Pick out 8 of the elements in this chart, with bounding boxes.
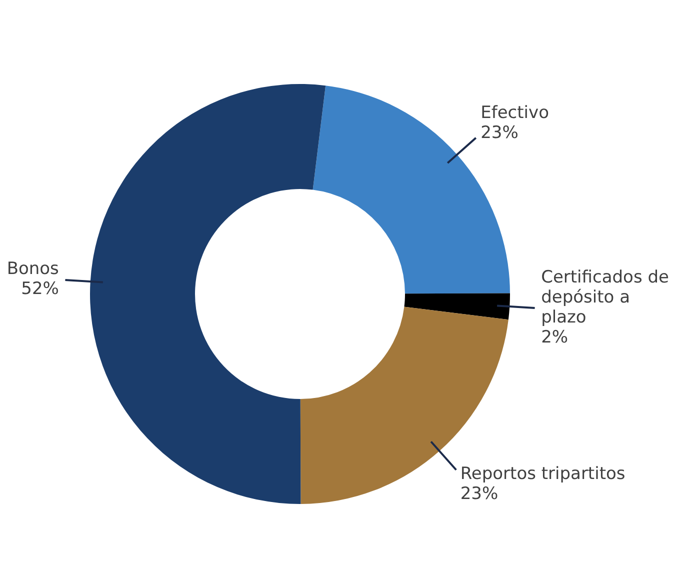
slice-label: Reportos tripartitos: [460, 464, 626, 484]
data-label: 23%: [480, 123, 518, 144]
slice-label: Efectivo: [480, 103, 549, 124]
data-label: 52%: [21, 279, 59, 300]
data-label: 23%: [460, 484, 498, 504]
data-label: 2%: [541, 328, 568, 348]
slice-label: Certificados de depósito a plazo: [541, 268, 669, 328]
slice-label: Bonos: [6, 259, 60, 280]
